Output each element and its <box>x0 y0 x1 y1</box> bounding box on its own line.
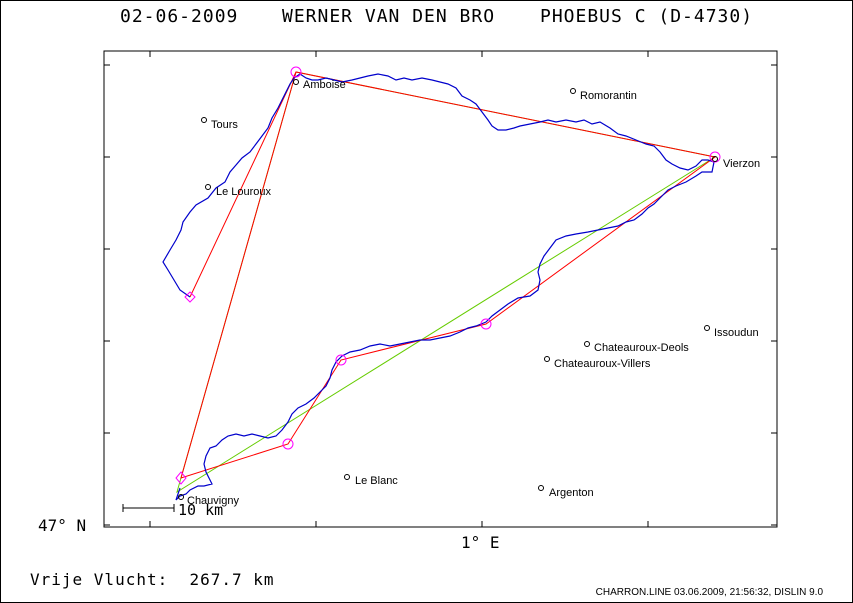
place-label-argenton: Argenton <box>549 487 594 499</box>
distance-summary: Vrije Vlucht: 267.7 km <box>30 570 275 589</box>
lon-label: 1° E <box>461 533 500 552</box>
place-markers: Amboise Romorantin Tours Vierzon Le Lour… <box>178 79 760 507</box>
place-label-romorantin: Romorantin <box>580 90 637 102</box>
distance-label: Vrije Vlucht: <box>30 570 169 589</box>
axis-ticks <box>104 51 777 527</box>
gps-track <box>162 73 715 501</box>
place-label-le-blanc: Le Blanc <box>355 475 398 487</box>
start-marker <box>175 471 187 485</box>
place-label-tours: Tours <box>211 119 238 131</box>
finish-marker <box>184 291 196 303</box>
turnpoints <box>175 66 721 485</box>
glider-id: PHOEBUS C (D-4730) <box>540 6 754 27</box>
place-label-chateauroux-deols: Chateauroux-Deols <box>594 342 689 354</box>
place-label-chateauroux-villers: Chateauroux-Villers <box>554 358 651 370</box>
scale-label: 10 km <box>178 501 223 519</box>
place-label-chauvigny: Chauvigny <box>187 495 239 507</box>
scale-bar: 10 km <box>122 501 223 519</box>
file-info: CHARRON.LINE 03.06.2009, 21:56:32, DISLI… <box>595 587 823 598</box>
turnpoint-marker <box>335 354 347 366</box>
flight-date: 02-06-2009 <box>120 6 239 27</box>
place-label-vierzon: Vierzon <box>723 158 760 170</box>
turnpoint-marker <box>480 318 492 330</box>
chart-header: 02-06-2009 WERNER VAN DEN BRO PHOEBUS C … <box>0 6 853 30</box>
optimized-route <box>180 71 717 479</box>
turnpoint-marker <box>282 438 294 450</box>
declared-route <box>176 71 717 494</box>
place-label-issoudun: Issoudun <box>714 327 759 339</box>
distance-value: 267.7 km <box>189 570 275 589</box>
plot-frame <box>103 50 778 528</box>
place-label-amboise: Amboise <box>303 79 346 91</box>
turnpoint-marker <box>290 66 302 78</box>
pilot-name: WERNER VAN DEN BRO <box>282 6 496 27</box>
lat-label: 47° N <box>38 516 86 535</box>
place-label-le-louroux: Le Louroux <box>216 186 272 198</box>
